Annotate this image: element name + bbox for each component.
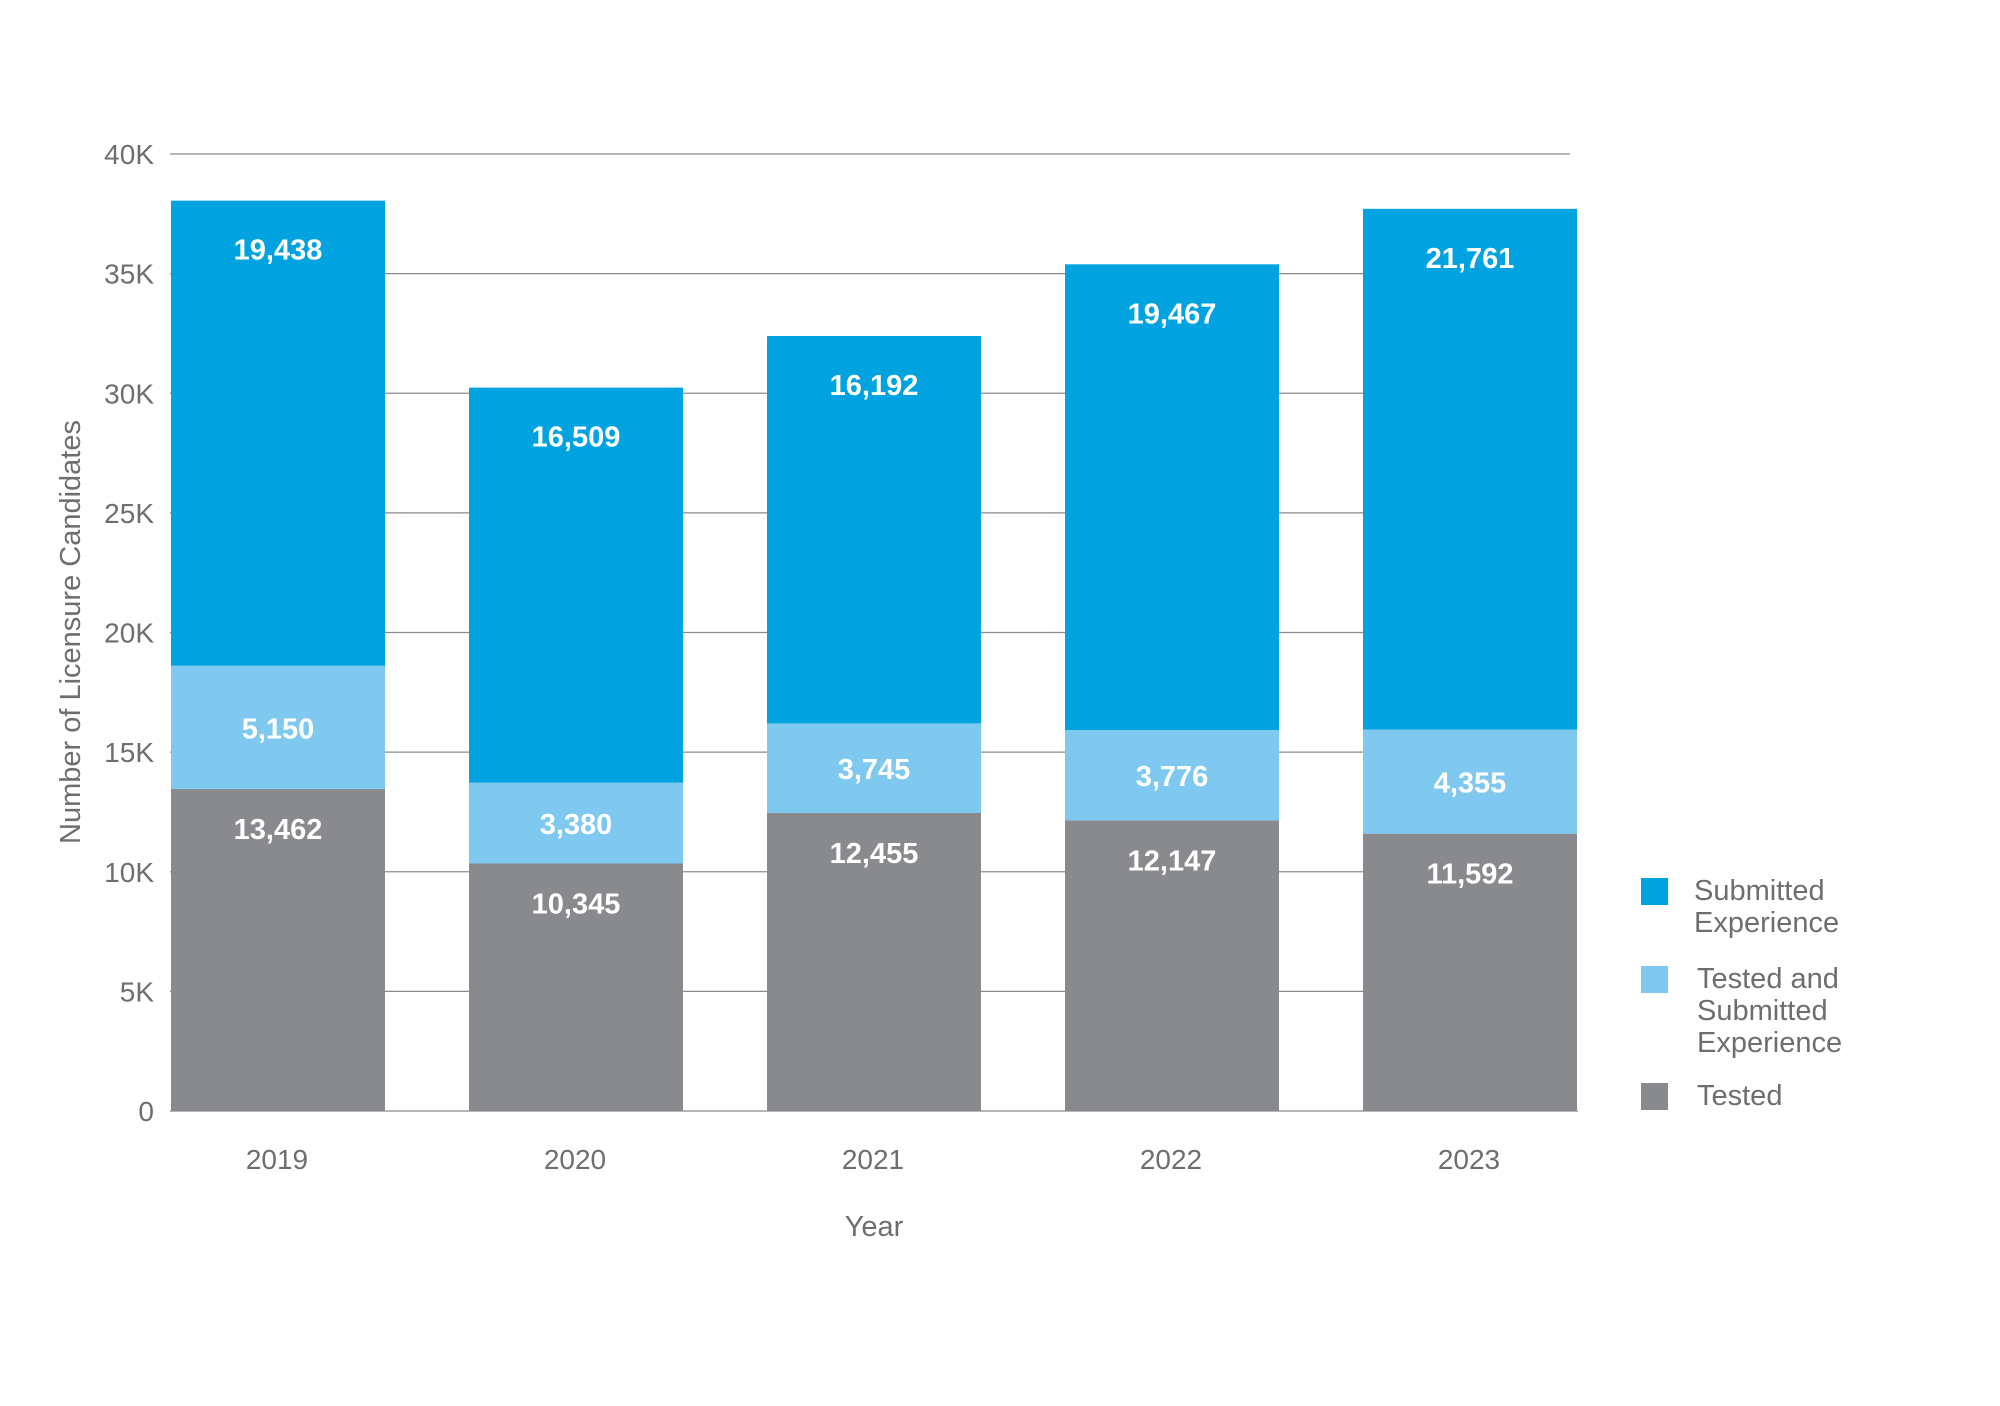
x-tick-label: 2020	[544, 1144, 606, 1175]
y-tick-label: 0	[138, 1096, 154, 1127]
data-label: 3,380	[540, 809, 613, 841]
legend-label: Tested	[1697, 1080, 1782, 1112]
bar-segment	[1363, 729, 1577, 834]
x-tick-label: 2023	[1438, 1144, 1500, 1175]
legend-label: Experience	[1697, 1027, 1842, 1059]
data-label: 16,192	[830, 370, 919, 402]
bar-segment	[469, 863, 683, 1111]
y-tick-label: 25K	[104, 498, 154, 529]
data-label: 3,776	[1136, 761, 1209, 793]
bar-segment	[767, 813, 981, 1111]
bar-segment	[469, 782, 683, 864]
x-axis: 2019 2020 2021 2022 2023	[246, 1144, 1500, 1175]
data-label: 10,345	[532, 888, 621, 920]
bar-segment	[1065, 730, 1279, 821]
legend-label: Submitted	[1697, 995, 1828, 1027]
data-label: 21,761	[1426, 243, 1515, 275]
bar-segment	[1065, 820, 1279, 1111]
legend-swatch	[1641, 878, 1668, 905]
bar-segment	[1363, 833, 1577, 1111]
y-tick-label: 30K	[104, 378, 154, 409]
legend-label: Tested and	[1697, 963, 1839, 995]
y-axis: 0 5K 10K 15K 20K 25K 30K 35K 40K	[104, 139, 154, 1127]
bar-segment	[1363, 208, 1577, 730]
data-label: 12,455	[830, 838, 919, 870]
data-label: 5,150	[242, 713, 315, 745]
legend-label: Submitted	[1694, 875, 1825, 907]
y-tick-label: 5K	[120, 976, 155, 1007]
bars	[171, 200, 1577, 1111]
data-label: 3,745	[838, 754, 911, 786]
y-axis-title: Number of Licensure Candidates	[55, 420, 87, 844]
bar-segment	[767, 336, 981, 724]
x-tick-label: 2022	[1140, 1144, 1202, 1175]
y-tick-label: 35K	[104, 259, 154, 290]
bar-segment	[171, 665, 385, 789]
x-tick-label: 2021	[842, 1144, 904, 1175]
data-label: 19,438	[234, 235, 323, 267]
data-label: 19,467	[1128, 298, 1217, 330]
bar-segment	[469, 387, 683, 783]
data-label: 13,462	[234, 814, 323, 846]
legend-swatch	[1641, 966, 1668, 993]
legend-swatch	[1641, 1083, 1668, 1110]
x-axis-title: Year	[845, 1211, 904, 1243]
y-tick-label: 40K	[104, 139, 154, 170]
y-tick-label: 20K	[104, 618, 154, 649]
bar-segment	[171, 788, 385, 1111]
legend-label: Experience	[1694, 907, 1839, 939]
y-tick-label: 10K	[104, 857, 154, 888]
bar-segment	[767, 723, 981, 814]
data-label: 11,592	[1426, 859, 1513, 891]
value-labels: 13,462 5,150 19,438 10,345 3,380 16,509 12,455…	[234, 235, 1515, 921]
x-tick-label: 2019	[246, 1144, 308, 1175]
data-label: 12,147	[1128, 845, 1217, 877]
data-label: 16,509	[532, 422, 621, 454]
data-label: 4,355	[1434, 768, 1507, 800]
bar-segment	[171, 200, 385, 666]
y-tick-label: 15K	[104, 737, 154, 768]
bar-segment	[1065, 264, 1279, 731]
